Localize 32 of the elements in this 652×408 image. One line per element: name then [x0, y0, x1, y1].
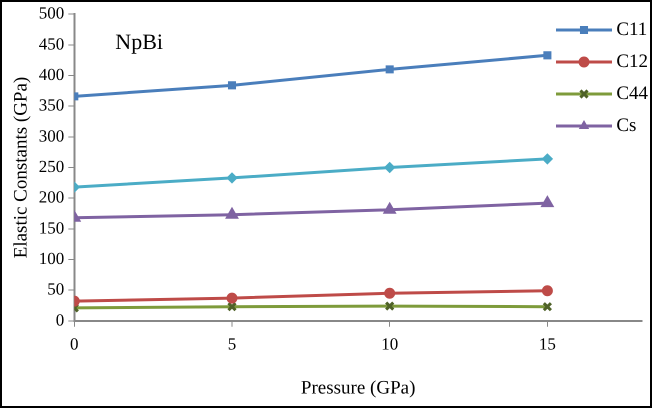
legend-label: C12: [616, 51, 648, 72]
y-tick-label: 50: [47, 280, 64, 299]
y-tick-label: 350: [38, 96, 64, 115]
y-tick-label: 400: [38, 64, 64, 84]
point: [384, 162, 396, 173]
point: [543, 51, 552, 60]
annotation: NpBi: [115, 28, 163, 54]
x-tick-label: 10: [381, 334, 398, 354]
x-axis-title: Pressure (GPa): [300, 378, 416, 399]
point: [540, 196, 554, 208]
x-tick-label: 15: [538, 334, 556, 354]
y-tick-label: 100: [38, 248, 64, 268]
point: [542, 153, 553, 164]
point: [384, 288, 396, 299]
y-tick-label: 500: [38, 4, 64, 23]
legend-label: C44: [616, 83, 648, 104]
point: [226, 292, 238, 304]
y-tick-label: 450: [38, 34, 64, 54]
y-tick-label: 250: [38, 156, 64, 176]
legend-label: Cs: [616, 115, 636, 136]
point: [386, 65, 394, 74]
y-tick-label: 150: [38, 218, 64, 238]
y-tick-label: 0: [56, 310, 64, 330]
y-axis-title: Elastic Constants (GPa): [10, 76, 32, 258]
point: [228, 81, 236, 90]
y-tick-label: 300: [38, 126, 64, 146]
point: [542, 285, 553, 296]
legend-label: C11: [616, 19, 648, 40]
y-tick-label: 200: [38, 188, 64, 207]
point: [226, 172, 238, 184]
x-tick-label: 0: [70, 334, 79, 354]
x-tick-label: 5: [228, 334, 236, 354]
